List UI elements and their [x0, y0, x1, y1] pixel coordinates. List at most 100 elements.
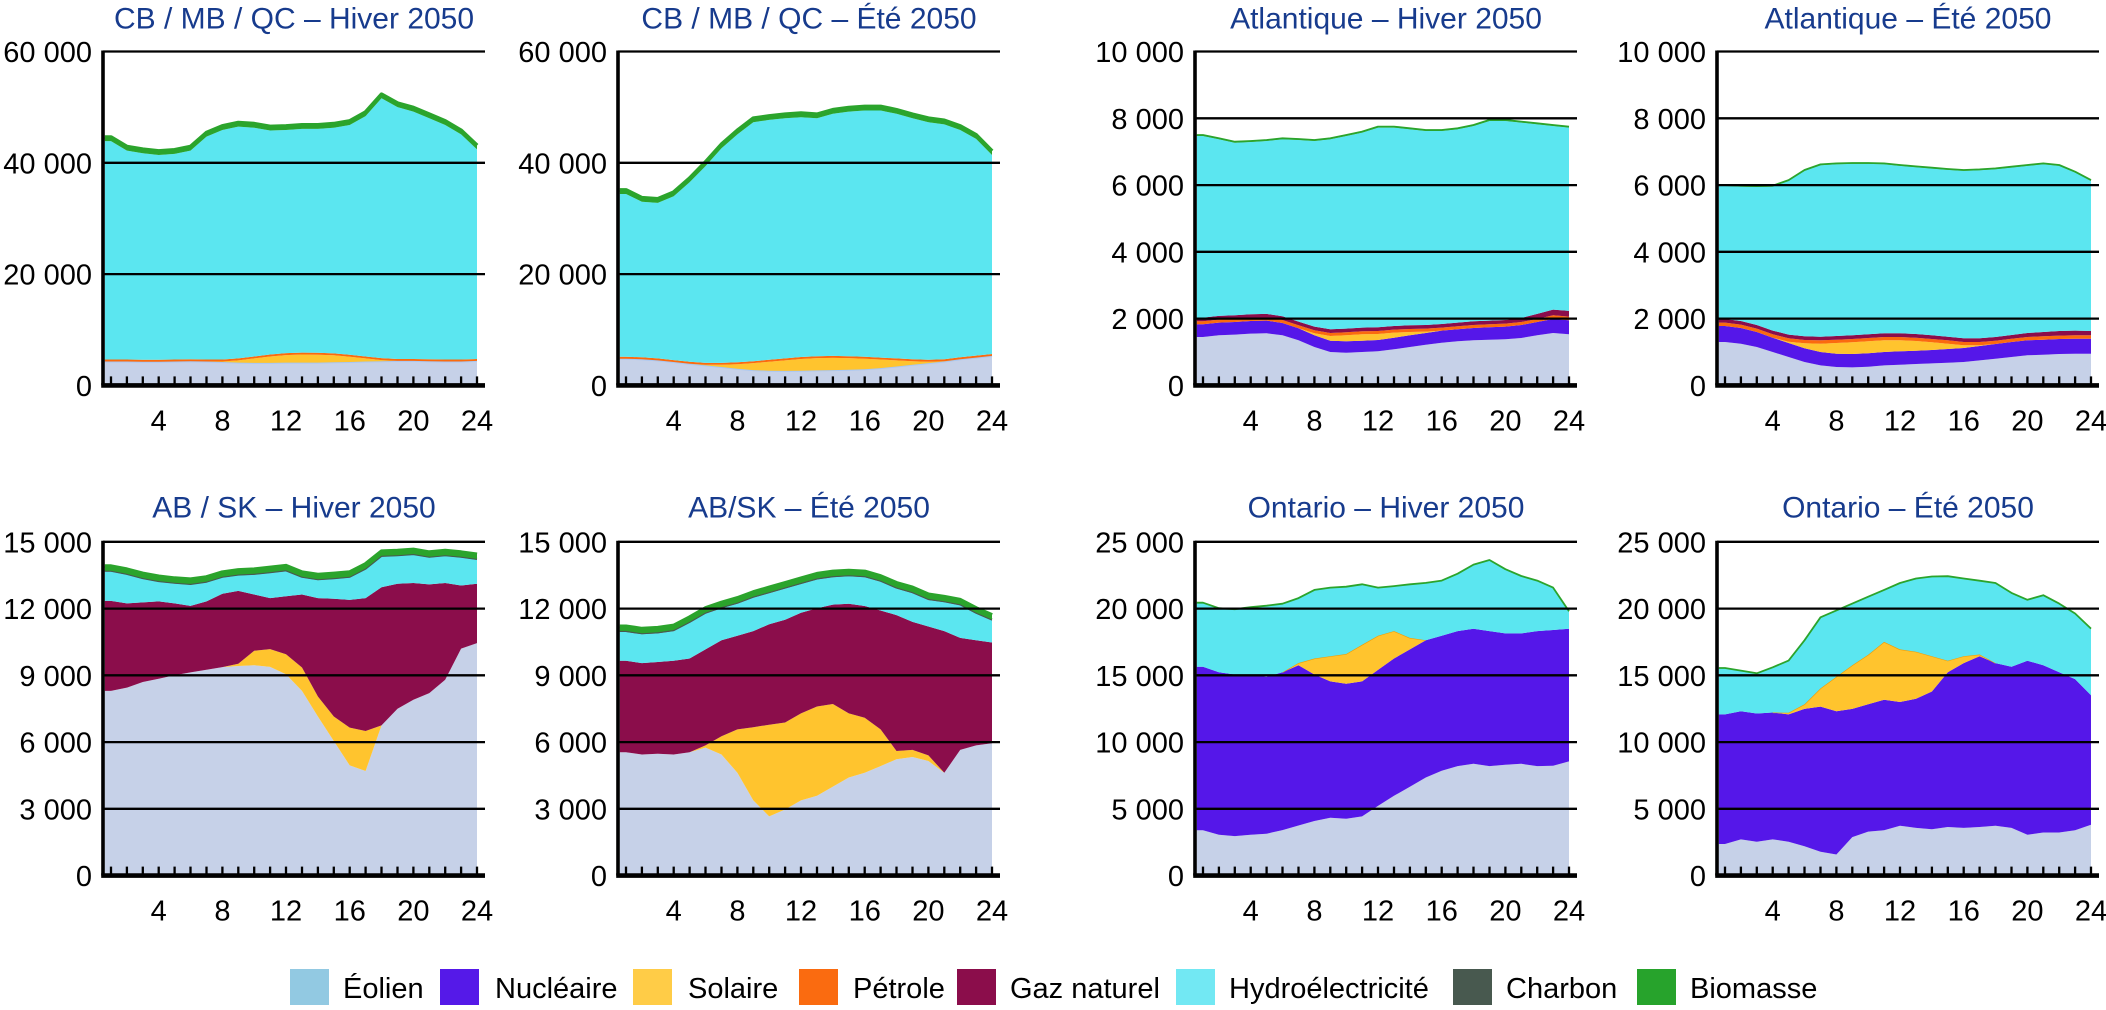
svg-text:0: 0: [1690, 861, 1706, 893]
svg-text:8: 8: [1306, 406, 1322, 438]
svg-text:20 000: 20 000: [518, 260, 607, 292]
svg-text:CB / MB / QC – Hiver 2050: CB / MB / QC – Hiver 2050: [114, 3, 474, 36]
svg-text:CB / MB / QC – Été 2050: CB / MB / QC – Été 2050: [641, 3, 976, 36]
svg-text:24: 24: [2075, 896, 2106, 928]
svg-text:6 000: 6 000: [1633, 171, 1706, 203]
svg-text:4: 4: [151, 406, 167, 438]
svg-text:20: 20: [1489, 406, 1521, 438]
svg-text:0: 0: [1690, 371, 1706, 403]
svg-text:24: 24: [976, 896, 1008, 928]
svg-text:8: 8: [214, 406, 230, 438]
svg-text:16: 16: [334, 406, 366, 438]
svg-text:Nucléaire: Nucléaire: [495, 973, 618, 1005]
svg-text:12 000: 12 000: [518, 594, 607, 626]
svg-text:20: 20: [1489, 896, 1521, 928]
svg-text:0: 0: [1168, 371, 1184, 403]
svg-text:60 000: 60 000: [3, 37, 92, 69]
svg-text:15 000: 15 000: [518, 527, 607, 559]
svg-text:0: 0: [76, 861, 92, 893]
svg-text:6 000: 6 000: [19, 728, 92, 760]
svg-text:0: 0: [591, 371, 607, 403]
svg-text:AB / SK – Hiver 2050: AB / SK – Hiver 2050: [152, 492, 435, 525]
svg-text:4: 4: [1243, 406, 1259, 438]
svg-text:Ontario – Été 2050: Ontario – Été 2050: [1782, 492, 2034, 525]
svg-text:16: 16: [849, 896, 881, 928]
svg-text:20 000: 20 000: [3, 260, 92, 292]
svg-text:8: 8: [1828, 406, 1844, 438]
svg-text:20 000: 20 000: [1095, 594, 1184, 626]
svg-text:3 000: 3 000: [534, 794, 607, 826]
svg-text:12: 12: [1884, 896, 1916, 928]
svg-text:24: 24: [2075, 406, 2106, 438]
svg-text:8: 8: [1306, 896, 1322, 928]
svg-text:12: 12: [1362, 896, 1394, 928]
svg-text:4: 4: [1765, 896, 1781, 928]
svg-text:2 000: 2 000: [1633, 304, 1706, 336]
svg-text:20: 20: [397, 406, 429, 438]
svg-text:25 000: 25 000: [1095, 527, 1184, 559]
svg-text:2 000: 2 000: [1111, 304, 1184, 336]
svg-text:24: 24: [1553, 406, 1585, 438]
svg-text:60 000: 60 000: [518, 37, 607, 69]
svg-text:12: 12: [1884, 406, 1916, 438]
svg-text:20: 20: [912, 406, 944, 438]
svg-text:8 000: 8 000: [1111, 104, 1184, 136]
svg-text:4: 4: [666, 896, 682, 928]
svg-text:9 000: 9 000: [534, 661, 607, 693]
svg-text:24: 24: [976, 406, 1008, 438]
svg-text:16: 16: [1948, 896, 1980, 928]
svg-text:0: 0: [76, 371, 92, 403]
svg-text:10 000: 10 000: [1095, 37, 1184, 69]
svg-text:20: 20: [2011, 896, 2043, 928]
svg-text:24: 24: [461, 406, 493, 438]
svg-text:20: 20: [397, 896, 429, 928]
svg-text:10 000: 10 000: [1095, 728, 1184, 760]
svg-text:20: 20: [912, 896, 944, 928]
svg-text:6 000: 6 000: [534, 728, 607, 760]
svg-text:Éolien: Éolien: [343, 972, 424, 1005]
svg-text:8 000: 8 000: [1633, 104, 1706, 136]
svg-text:8: 8: [1828, 896, 1844, 928]
svg-text:12: 12: [270, 896, 302, 928]
svg-text:8: 8: [729, 406, 745, 438]
svg-text:24: 24: [1553, 896, 1585, 928]
svg-text:20: 20: [2011, 406, 2043, 438]
svg-text:4: 4: [666, 406, 682, 438]
svg-text:40 000: 40 000: [3, 148, 92, 180]
svg-text:Atlantique – Hiver 2050: Atlantique – Hiver 2050: [1230, 3, 1542, 36]
svg-text:20 000: 20 000: [1617, 594, 1706, 626]
svg-text:4: 4: [151, 896, 167, 928]
svg-text:4 000: 4 000: [1111, 237, 1184, 269]
svg-text:AB/SK – Été 2050: AB/SK – Été 2050: [688, 492, 930, 525]
svg-text:15 000: 15 000: [3, 527, 92, 559]
svg-text:4 000: 4 000: [1633, 237, 1706, 269]
svg-text:Hydroélectricité: Hydroélectricité: [1229, 973, 1429, 1005]
svg-text:12: 12: [785, 896, 817, 928]
svg-text:12: 12: [1362, 406, 1394, 438]
svg-text:Pétrole: Pétrole: [853, 973, 945, 1005]
svg-text:Atlantique – Été 2050: Atlantique – Été 2050: [1765, 3, 2052, 36]
svg-text:5 000: 5 000: [1111, 794, 1184, 826]
svg-text:9 000: 9 000: [19, 661, 92, 693]
svg-text:16: 16: [1426, 406, 1458, 438]
svg-text:15 000: 15 000: [1617, 661, 1706, 693]
svg-text:24: 24: [461, 896, 493, 928]
svg-text:8: 8: [214, 896, 230, 928]
svg-text:10 000: 10 000: [1617, 728, 1706, 760]
svg-text:16: 16: [1948, 406, 1980, 438]
svg-text:6 000: 6 000: [1111, 171, 1184, 203]
svg-text:16: 16: [849, 406, 881, 438]
svg-text:Biomasse: Biomasse: [1690, 973, 1817, 1005]
svg-text:12: 12: [785, 406, 817, 438]
svg-text:0: 0: [591, 861, 607, 893]
svg-text:4: 4: [1243, 896, 1259, 928]
svg-text:16: 16: [334, 896, 366, 928]
svg-text:10 000: 10 000: [1617, 37, 1706, 69]
svg-text:12: 12: [270, 406, 302, 438]
svg-text:3 000: 3 000: [19, 794, 92, 826]
svg-text:40 000: 40 000: [518, 148, 607, 180]
svg-text:15 000: 15 000: [1095, 661, 1184, 693]
svg-text:5 000: 5 000: [1633, 794, 1706, 826]
svg-text:Solaire: Solaire: [688, 973, 778, 1005]
svg-text:25 000: 25 000: [1617, 527, 1706, 559]
